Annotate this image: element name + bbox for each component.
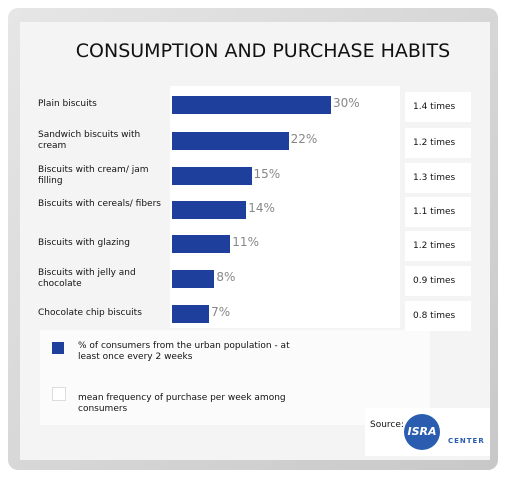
chart-title: CONSUMPTION AND PURCHASE HABITS [75,40,451,62]
logo-sub: CENTER [448,437,485,445]
bar [172,270,215,288]
bar [172,235,231,253]
bar [172,201,247,219]
legend-label: % of consumers from the urban population… [78,341,290,362]
category-label: Biscuits with jelly and chocolate [38,268,136,289]
category-label: Biscuits with cereals/ fibers [38,199,161,209]
legend-swatch [52,342,64,354]
bar [172,167,252,185]
value-label: 15% [253,167,281,181]
logo: ISRA [404,414,440,450]
value-label: 22% [290,132,318,146]
bar [172,305,210,323]
frequency-label: 1.4 times [405,92,471,122]
category-label: Sandwich biscuits with cream [38,130,141,151]
source-label: Source: [370,420,404,430]
value-label: 14% [248,201,275,215]
bar [172,96,331,114]
value-label: 8% [216,270,236,284]
value-label: 30% [333,96,360,110]
value-label: 11% [232,235,259,249]
frequency-label: 1.3 times [405,163,471,193]
legend-label: mean frequency of purchase per week amon… [78,393,286,414]
category-label: Plain biscuits [38,99,97,109]
frequency-label: 1.2 times [405,231,471,261]
frequency-label: 1.2 times [405,128,471,158]
category-label: Biscuits with glazing [38,238,130,248]
legend-swatch [52,387,66,401]
value-label: 7% [211,305,231,319]
frequency-label: 0.8 times [405,301,471,331]
category-label: Chocolate chip biscuits [38,308,142,318]
frequency-label: 1.1 times [405,197,471,227]
category-label: Biscuits with cream/ jam filling [38,165,149,186]
bar [172,132,289,150]
frequency-label: 0.9 times [405,266,471,296]
